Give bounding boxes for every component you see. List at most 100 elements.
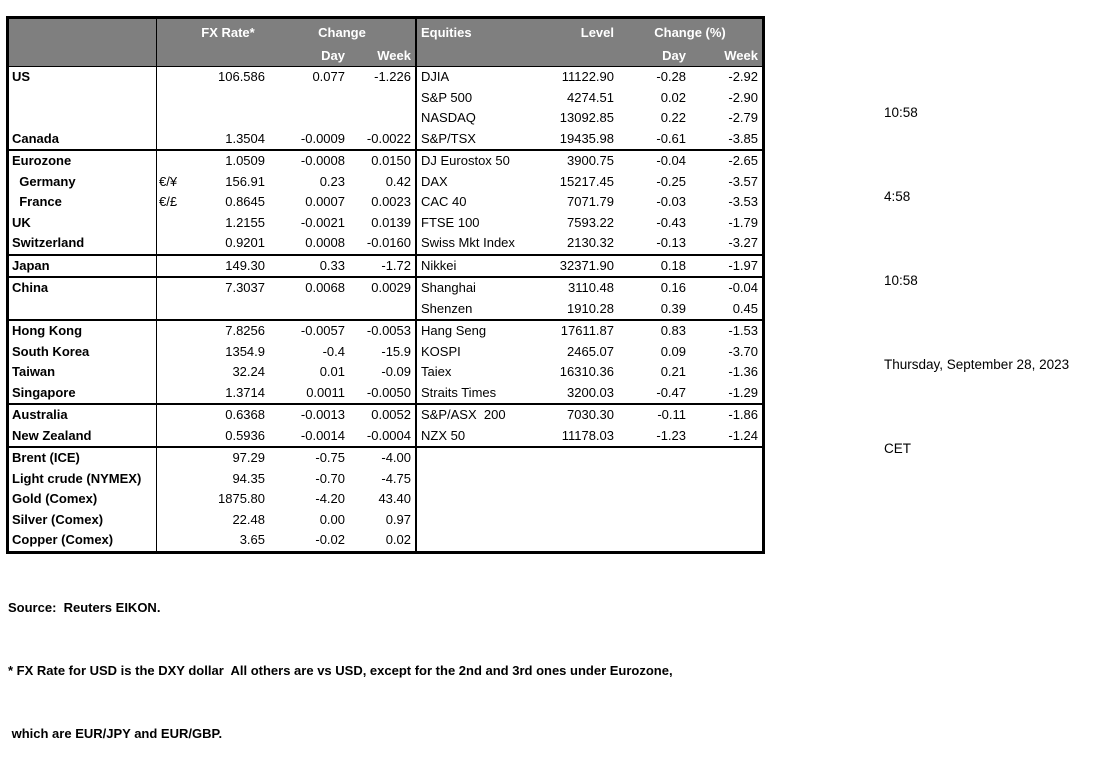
cell-equity-level: 3110.48 (567, 280, 614, 295)
cell-equity-change-week (690, 530, 762, 551)
timestamp-panel: 10:58 4:58 10:58 Thursday, September 28,… (884, 18, 1069, 501)
cell-equity-change-week: -3.70 (728, 343, 758, 359)
cell-equity-change-week: -3.57 (728, 173, 758, 189)
cell-currency-pair (157, 383, 187, 404)
table-header-row-2: Day Week Day Week (9, 45, 762, 66)
cell-fx-change-day: 0.00 (319, 511, 345, 527)
cell-equity-change-week: -1.24 (728, 427, 758, 443)
cell-equity-name (417, 489, 530, 510)
cell-equity-level (530, 489, 618, 510)
cell-fx-change-week: -0.0053 (349, 321, 417, 342)
cell-currency-pair (157, 213, 187, 234)
table-row: Gold (Comex) 1875.80 -4.20 43.40 (9, 489, 762, 510)
table-group: Hong Kong 7.8256 -0.0057 -0.0053 Hang Se… (9, 319, 762, 403)
cell-fx-rate: 94.35 (232, 470, 265, 486)
cell-fx-change-week: 0.0029 (349, 278, 417, 299)
cell-equity-level: 11178.03 (561, 427, 614, 443)
cell-equity-name: Shenzen (421, 300, 473, 316)
cell-currency-pair (157, 426, 187, 447)
cell-equity-change-week: -1.86 (728, 407, 758, 422)
cell-equity-name: DAX (421, 173, 448, 189)
cell-equity-change-day: 0.39 (660, 300, 686, 316)
cell-equity-change-day: 0.83 (660, 323, 686, 338)
cell-equity-name: Straits Times (421, 384, 497, 400)
table-header-row-1: FX Rate* Change Equities Level Change (%… (9, 19, 762, 45)
table-row: Taiwan 32.24 0.01 -0.09 Taiex 16310.36 0… (9, 362, 762, 383)
cell-fx-change-day: 0.01 (319, 364, 345, 379)
cell-equity-name: Taiex (421, 364, 452, 379)
cell-fx-change-day: 0.0007 (305, 194, 345, 209)
cell-region-label: Hong Kong (9, 321, 157, 342)
cell-fx-rate: 32.24 (232, 364, 265, 379)
cell-equity-change-day: -0.04 (656, 153, 686, 168)
cell-equity-change-week: -2.79 (728, 110, 758, 125)
cell-equity-change-day: -0.03 (656, 194, 686, 209)
cell-fx-change-day: -0.0057 (300, 323, 345, 338)
cell-equity-level (530, 530, 618, 551)
cell-currency-pair: €/¥ (159, 173, 178, 189)
cell-fx-change-week: 0.97 (349, 509, 417, 530)
header-fx-day: Day (321, 48, 345, 63)
cell-fx-rate (187, 108, 269, 129)
cell-equity-level: 7030.30 (567, 407, 614, 422)
market-report-page: { "colors": { "header_bg": "#7f7f7f", "h… (6, 16, 1070, 741)
header-eq-week: Week (724, 48, 758, 63)
cell-equity-change-week: -2.90 (728, 89, 758, 105)
cell-equity-change-day: -0.11 (657, 407, 686, 422)
header-level: Level (580, 25, 614, 40)
cell-equity-change-week (690, 510, 762, 531)
header-spacer (157, 45, 187, 66)
header-spacer (417, 45, 530, 66)
cell-currency-pair (157, 530, 187, 551)
cell-equity-change-week: -2.65 (728, 153, 758, 168)
cell-equity-level (530, 510, 618, 531)
cell-equity-name: Swiss Mkt Index (421, 235, 515, 250)
cell-equity-change-week (690, 489, 762, 510)
cell-fx-rate: 1.3714 (225, 384, 265, 400)
footer-notes: Source: Reuters EIKON. * FX Rate for USD… (8, 555, 673, 765)
cell-equity-name (417, 510, 530, 531)
cell-equity-change-day: 0.16 (660, 280, 686, 295)
cell-region-label: China (9, 278, 157, 299)
cell-equity-level: 2465.07 (567, 343, 614, 359)
table-header: FX Rate* Change Equities Level Change (%… (9, 19, 762, 67)
cell-equity-name: NASDAQ (421, 110, 476, 125)
cell-fx-change-day: 0.23 (319, 173, 345, 189)
cell-fx-change-day: -0.4 (322, 343, 345, 359)
table-group: Eurozone 1.0509 -0.0008 0.0150 DJ Eurost… (9, 149, 762, 254)
cell-fx-change-day: -0.0009 (300, 130, 345, 146)
cell-region-label: Australia (9, 405, 157, 426)
cell-fx-change-day (269, 108, 349, 129)
cell-currency-pair (157, 67, 187, 88)
header-equities: Equities (421, 25, 472, 40)
cell-fx-change-week: -4.00 (349, 448, 417, 469)
cell-fx-change-week: 0.42 (349, 171, 417, 192)
table-row: France €/£ 0.8645 0.0007 0.0023 CAC 40 7… (9, 192, 762, 213)
cell-currency-pair (157, 510, 187, 531)
table-row: China 7.3037 0.0068 0.0029 Shanghai 3110… (9, 278, 762, 299)
cell-equity-level: 4274.51 (567, 89, 614, 105)
cell-fx-change-day: 0.077 (312, 69, 345, 84)
cell-currency-pair (157, 448, 187, 469)
cell-equity-change-day (618, 448, 690, 469)
cell-region-label: France (9, 192, 157, 213)
cell-equity-change-week: -1.53 (728, 323, 758, 338)
cell-equity-level: 11122.90 (561, 69, 614, 84)
cell-region-label: New Zealand (9, 425, 157, 446)
cell-equity-name: DJIA (421, 69, 450, 84)
header-spacer (530, 45, 618, 66)
cell-fx-change-week (349, 108, 417, 129)
cell-equity-change-day: -0.13 (656, 235, 686, 250)
cell-region-label (9, 298, 157, 319)
table-row: Shenzen 1910.28 0.39 0.45 (9, 298, 762, 319)
header-fx-week: Week (349, 45, 417, 66)
cell-equity-name: S&P/TSX (421, 130, 476, 146)
cell-equity-change-day (618, 489, 690, 510)
cell-region-label: Switzerland (9, 233, 157, 254)
table-group: China 7.3037 0.0068 0.0029 Shanghai 3110… (9, 276, 762, 319)
cell-region-label: Light crude (NYMEX) (9, 468, 157, 489)
cell-fx-change-day (269, 88, 349, 109)
cell-fx-change-day: -0.70 (315, 470, 345, 486)
cell-region-label: Japan (9, 255, 157, 276)
cell-fx-change-day: 0.0068 (305, 280, 345, 295)
